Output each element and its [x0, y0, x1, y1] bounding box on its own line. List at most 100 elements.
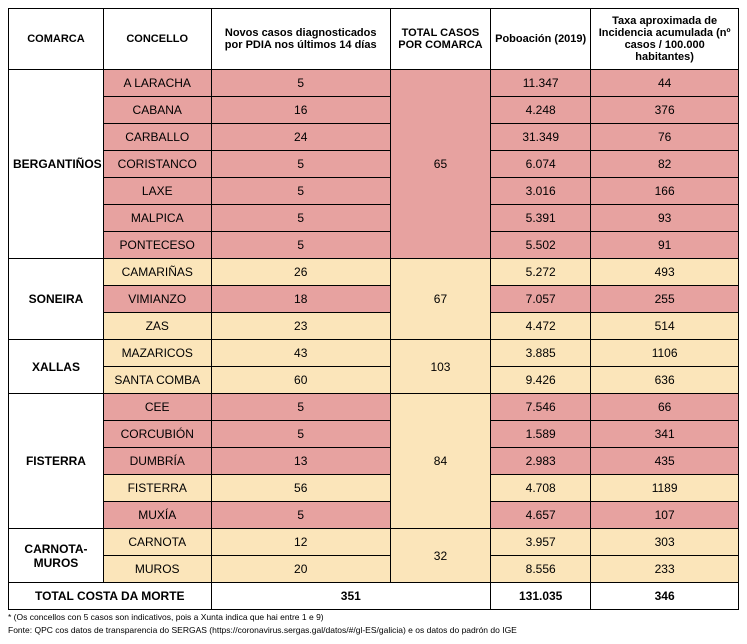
total-comarca-cell: 67 [390, 259, 490, 340]
total-label: TOTAL COSTA DA MORTE [9, 583, 212, 610]
poboacion-cell: 31.349 [491, 124, 591, 151]
comarca-cell: BERGANTIÑOS [9, 70, 104, 259]
total-comarca-cell: 103 [390, 340, 490, 394]
poboacion-cell: 9.426 [491, 367, 591, 394]
poboacion-cell: 4.472 [491, 313, 591, 340]
novos-cell: 43 [211, 340, 390, 367]
poboacion-cell: 4.248 [491, 97, 591, 124]
taxa-cell: 76 [591, 124, 739, 151]
footnote-1: * (Os concellos con 5 casos son indicati… [8, 612, 739, 623]
table-row: MALPICA5 5.39193 [9, 205, 739, 232]
taxa-cell: 44 [591, 70, 739, 97]
concello-cell: FISTERRA [103, 475, 211, 502]
comarca-cell: CARNOTA-MUROS [9, 529, 104, 583]
poboacion-cell: 7.546 [491, 394, 591, 421]
concello-cell: CAMARIÑAS [103, 259, 211, 286]
table-row: PONTECESO55.50291 [9, 232, 739, 259]
concello-cell: MUROS [103, 556, 211, 583]
concello-cell: MUXÍA [103, 502, 211, 529]
col-comarca: COMARCA [9, 9, 104, 70]
novos-cell: 5 [211, 394, 390, 421]
col-total: TOTAL CASOS POR COMARCA [390, 9, 490, 70]
novos-cell: 60 [211, 367, 390, 394]
novos-cell: 26 [211, 259, 390, 286]
total-pob: 131.035 [491, 583, 591, 610]
table-row: LAXE5 3.016166 [9, 178, 739, 205]
table-row: CABANA16 4.248376 [9, 97, 739, 124]
poboacion-cell: 2.983 [491, 448, 591, 475]
taxa-cell: 514 [591, 313, 739, 340]
table-row: FISTERRACEE5847.54666 [9, 394, 739, 421]
taxa-cell: 166 [591, 178, 739, 205]
concello-cell: CORISTANCO [103, 151, 211, 178]
novos-cell: 23 [211, 313, 390, 340]
poboacion-cell: 6.074 [491, 151, 591, 178]
table-row: ZAS23 4.472514 [9, 313, 739, 340]
poboacion-cell: 4.657 [491, 502, 591, 529]
table-row: XALLASMAZARICOS431033.8851106 [9, 340, 739, 367]
concello-cell: DUMBRÍA [103, 448, 211, 475]
taxa-cell: 493 [591, 259, 739, 286]
taxa-cell: 107 [591, 502, 739, 529]
header-row: COMARCA CONCELLO Novos casos diagnostica… [9, 9, 739, 70]
table-row: CORCUBIÓN51.589341 [9, 421, 739, 448]
concello-cell: SANTA COMBA [103, 367, 211, 394]
total-novos: 351 [211, 583, 491, 610]
concello-cell: LAXE [103, 178, 211, 205]
taxa-cell: 636 [591, 367, 739, 394]
col-taxa: Taxa aproximada de Incidencia acumulada … [591, 9, 739, 70]
taxa-cell: 303 [591, 529, 739, 556]
concello-cell: MALPICA [103, 205, 211, 232]
taxa-cell: 1189 [591, 475, 739, 502]
total-comarca-cell: 32 [390, 529, 490, 583]
col-concello: CONCELLO [103, 9, 211, 70]
covid-table: COMARCA CONCELLO Novos casos diagnostica… [8, 8, 739, 610]
poboacion-cell: 5.391 [491, 205, 591, 232]
novos-cell: 5 [211, 151, 390, 178]
total-row: TOTAL COSTA DA MORTE351131.035346 [9, 583, 739, 610]
taxa-cell: 1106 [591, 340, 739, 367]
comarca-cell: XALLAS [9, 340, 104, 394]
table-row: FISTERRA564.7081189 [9, 475, 739, 502]
table-row: MUXÍA54.657107 [9, 502, 739, 529]
taxa-cell: 376 [591, 97, 739, 124]
taxa-cell: 66 [591, 394, 739, 421]
poboacion-cell: 1.589 [491, 421, 591, 448]
taxa-cell: 435 [591, 448, 739, 475]
concello-cell: CARNOTA [103, 529, 211, 556]
concello-cell: CARBALLO [103, 124, 211, 151]
table-row: CARNOTA-MUROSCARNOTA12323.957303 [9, 529, 739, 556]
taxa-cell: 255 [591, 286, 739, 313]
concello-cell: PONTECESO [103, 232, 211, 259]
novos-cell: 20 [211, 556, 390, 583]
novos-cell: 18 [211, 286, 390, 313]
concello-cell: ZAS [103, 313, 211, 340]
total-comarca-cell: 84 [390, 394, 490, 529]
novos-cell: 5 [211, 178, 390, 205]
novos-cell: 5 [211, 421, 390, 448]
poboacion-cell: 3.016 [491, 178, 591, 205]
novos-cell: 5 [211, 205, 390, 232]
taxa-cell: 91 [591, 232, 739, 259]
taxa-cell: 82 [591, 151, 739, 178]
col-novos: Novos casos diagnosticados por PDIA nos … [211, 9, 390, 70]
table-row: SANTA COMBA60 9.426636 [9, 367, 739, 394]
taxa-cell: 233 [591, 556, 739, 583]
novos-cell: 13 [211, 448, 390, 475]
poboacion-cell: 8.556 [491, 556, 591, 583]
table-row: CORISTANCO5 6.07482 [9, 151, 739, 178]
poboacion-cell: 5.502 [491, 232, 591, 259]
concello-cell: A LARACHA [103, 70, 211, 97]
footnote-2: Fonte: QPC cos datos de transparencia do… [8, 625, 739, 636]
concello-cell: CORCUBIÓN [103, 421, 211, 448]
taxa-cell: 93 [591, 205, 739, 232]
total-taxa: 346 [591, 583, 739, 610]
novos-cell: 12 [211, 529, 390, 556]
table-row: DUMBRÍA13 2.983435 [9, 448, 739, 475]
concello-cell: CABANA [103, 97, 211, 124]
novos-cell: 5 [211, 70, 390, 97]
col-pob: Poboación (2019) [491, 9, 591, 70]
total-comarca-cell: 65 [390, 70, 490, 259]
comarca-cell: SONEIRA [9, 259, 104, 340]
novos-cell: 16 [211, 97, 390, 124]
